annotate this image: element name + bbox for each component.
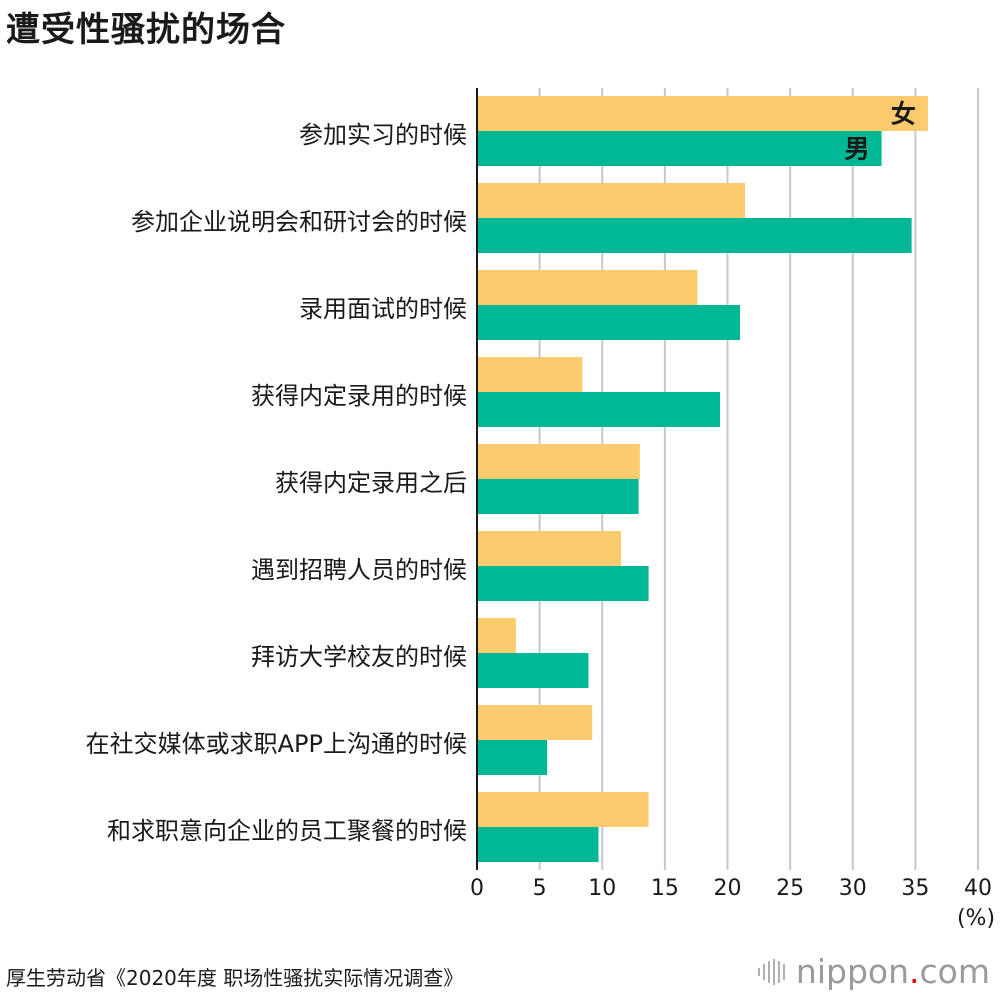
bar-female	[478, 444, 640, 479]
bar-female	[478, 705, 593, 740]
nippon-logo-mark-icon	[757, 958, 785, 985]
logo-text-com: com	[919, 952, 990, 991]
category-label: 录用面试的时候	[299, 295, 467, 323]
x-tick-label: 35	[901, 876, 929, 901]
category-label: 遇到招聘人员的时候	[251, 556, 467, 584]
x-axis-unit: (%)	[957, 906, 995, 931]
bar-male	[478, 827, 599, 862]
series-label-male: 男	[845, 135, 870, 164]
x-axis-ticks: 0 5 10 15 20 25 30 35 40 (%)	[470, 876, 995, 931]
x-tick-label: 30	[839, 876, 867, 901]
logo-text-nippon: nippon	[795, 952, 910, 991]
x-tick-label: 15	[651, 876, 679, 901]
bar-female	[478, 792, 649, 827]
bar-male	[478, 653, 589, 688]
category-label: 参加企业说明会和研讨会的时候	[131, 208, 467, 236]
bar-male	[478, 131, 882, 166]
bar-female	[478, 357, 583, 392]
category-label: 参加实习的时候	[299, 121, 467, 149]
bar-male	[478, 305, 741, 340]
bar-chart: 参加实习的时候参加企业说明会和研讨会的时候录用面试的时候获得内定录用的时候获得内…	[86, 88, 995, 931]
x-tick-label: 10	[588, 876, 616, 901]
bar-female	[478, 618, 516, 653]
category-label: 和求职意向企业的员工聚餐的时候	[107, 817, 467, 845]
source-note: 厚生劳动省《2020年度 职场性骚扰实际情况调查》	[6, 966, 464, 990]
category-label: 拜访大学校友的时候	[251, 643, 467, 671]
category-label: 获得内定录用的时候	[251, 382, 467, 410]
chart-title: 遭受性骚扰的场合	[6, 10, 286, 50]
bar-male	[478, 566, 649, 601]
category-label: 在社交媒体或求职APP上沟通的时候	[86, 730, 467, 758]
bar-female	[478, 270, 698, 305]
category-labels: 参加实习的时候参加企业说明会和研讨会的时候录用面试的时候获得内定录用的时候获得内…	[86, 121, 467, 845]
x-tick-label: 25	[776, 876, 804, 901]
bar-male	[478, 740, 548, 775]
logo-text-dot: .	[909, 952, 920, 991]
x-tick-label: 40	[964, 876, 992, 901]
bar-female	[478, 96, 928, 131]
nippon-logo: nippon. com	[756, 952, 990, 991]
bar-male	[478, 479, 639, 514]
x-tick-label: 0	[470, 876, 484, 901]
bar-male	[478, 218, 912, 253]
bars	[478, 96, 928, 862]
series-labels: 女男	[845, 100, 916, 164]
series-label-female: 女	[891, 100, 916, 129]
category-label: 获得内定录用之后	[275, 469, 467, 497]
bar-female	[478, 183, 746, 218]
bar-female	[478, 531, 622, 566]
x-tick-label: 20	[714, 876, 742, 901]
x-tick-label: 5	[533, 876, 547, 901]
bar-male	[478, 392, 720, 427]
